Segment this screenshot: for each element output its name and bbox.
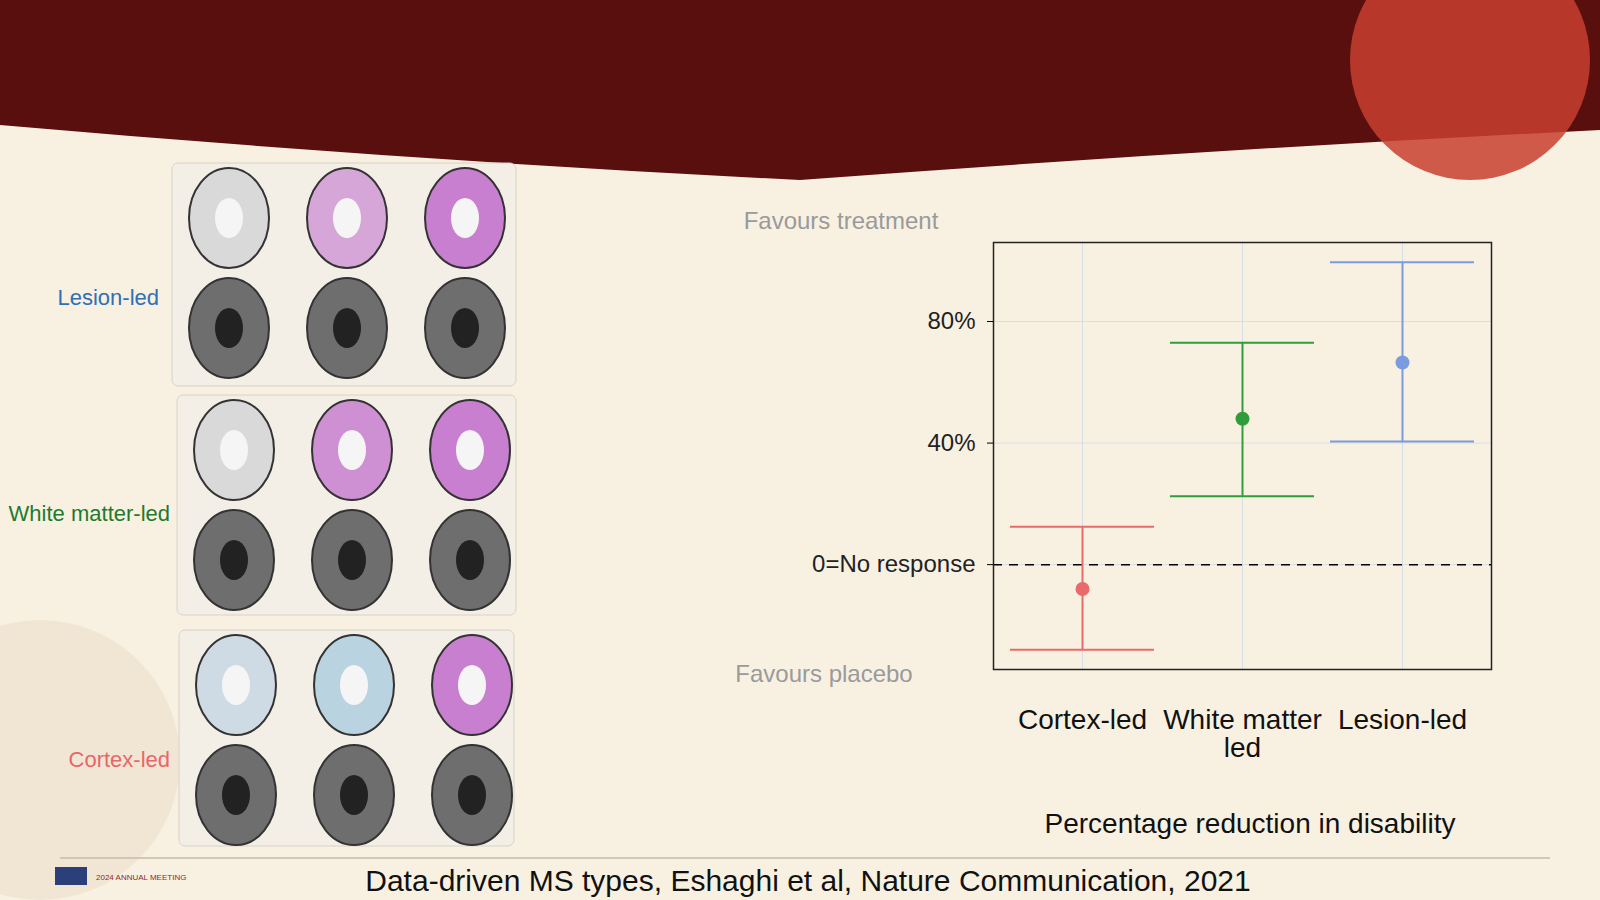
svg-text:Cortex-led: Cortex-led (1018, 704, 1147, 735)
svg-text:Data-driven MS types, Eshaghi: Data-driven MS types, Eshaghi et al, Nat… (365, 864, 1250, 897)
svg-text:White matter-led: White matter-led (9, 501, 170, 526)
svg-text:Lesion-led: Lesion-led (57, 285, 159, 310)
svg-text:White matterled: White matterled (1163, 704, 1322, 763)
html-text:Favours treatment: Favours treatment (743, 207, 939, 234)
svg-text:Cortex-led: Cortex-led (69, 747, 170, 772)
svg-text:0=No response: 0=No response (812, 550, 975, 577)
svg-text:Lesion-led: Lesion-led (1338, 704, 1467, 735)
svg-text:40%: 40% (927, 429, 975, 456)
svg-text:80%: 80% (927, 307, 975, 334)
svg-text:2024 ANNUAL MEETING: 2024 ANNUAL MEETING (96, 873, 186, 882)
html-text:Favours placebo: Favours placebo (735, 660, 913, 687)
html-text:Percentage reduction in disabi: Percentage reduction in disability (1044, 808, 1456, 839)
